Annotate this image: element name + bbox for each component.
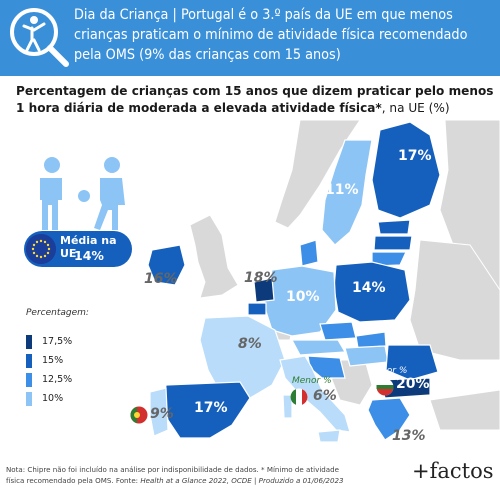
value-germany: 10% (286, 289, 320, 305)
value-bulgaria: 20% (396, 376, 430, 392)
estonia-shape (377, 219, 411, 235)
legend-item: 10% (26, 391, 106, 409)
value-greece: 13% (392, 428, 426, 444)
czech-shape (319, 321, 357, 341)
ireland-shape (147, 244, 186, 286)
subtitle-unit: , na UE (%) (381, 101, 450, 115)
legend-item: 15% (26, 353, 106, 371)
norway-land (274, 120, 361, 229)
footnote-prefix: física recomendado pela OMS. Fonte: (6, 475, 141, 485)
children-playing-icon (40, 157, 125, 230)
header-separator: | (168, 7, 181, 23)
eu-average-value: 14% (74, 248, 104, 263)
turkey-land (429, 389, 500, 431)
header-tag: Dia da Criança (74, 7, 169, 23)
footnote-sep: | (251, 475, 259, 485)
brand-logo: +factos (412, 459, 494, 483)
austria-shape (291, 339, 347, 356)
europe-map (40, 120, 500, 443)
italy-flag-icon (290, 388, 308, 406)
value-italy: 6% (313, 388, 337, 404)
finland-shape (371, 121, 441, 219)
legend-title: Percentagem: (26, 308, 89, 318)
legend-swatch (26, 354, 32, 368)
sweden-shape (321, 139, 373, 246)
footnote-produced: Produzido a 01/06/2023 (258, 475, 344, 485)
romania-shape (385, 344, 439, 381)
eu-flag-icon (26, 234, 56, 264)
value-sweden: 11% (325, 182, 359, 198)
magnifier-child-icon (10, 8, 69, 67)
bulgaria-flag-icon (376, 378, 394, 396)
eu-average-box: Média na UE: 14% (24, 231, 132, 267)
portugal-flag-icon (130, 406, 148, 424)
brand-plus: + (412, 459, 430, 483)
major-callout-label: Maior % (371, 366, 408, 376)
legend-label: 10% (42, 393, 64, 404)
sicily-shape (317, 429, 341, 443)
subtitle-main: Percentagem de crianças com 15 anos que … (16, 84, 494, 115)
portugal-shape (149, 387, 169, 437)
eu-average-label: Média na UE: (60, 234, 117, 260)
legend-label: 12,5% (42, 374, 73, 385)
legend-swatch (26, 373, 32, 387)
footnote-line2: física recomendado pela OMS. Fonte: Heal… (6, 476, 411, 487)
france-shape (199, 315, 286, 399)
uk-land (189, 214, 239, 299)
legend-item: 17,5% (26, 334, 106, 352)
slovakia-shape (355, 331, 387, 349)
germany-shape (263, 265, 337, 337)
denmark-shape (299, 239, 319, 267)
footnote-line1: Nota: Chipre não foi incluído na análise… (6, 465, 340, 474)
footnote: Nota: Chipre não foi incluído na análise… (6, 465, 411, 486)
value-france: 8% (238, 336, 262, 352)
value-ireland: 16% (144, 271, 178, 287)
brand-name: factos (429, 459, 494, 483)
header-banner: Dia da Criança | Portugal é o 3.º país d… (0, 0, 500, 76)
italy-shape (279, 355, 351, 433)
value-poland: 14% (352, 280, 386, 296)
legend-label: 15% (42, 355, 64, 366)
subtitle: Percentagem de crianças com 15 anos que … (16, 83, 494, 117)
value-finland: 17% (398, 148, 432, 164)
value-netherlands: 18% (244, 270, 278, 286)
belgium-shape (247, 302, 267, 316)
value-portugal: 9% (150, 406, 174, 422)
legend-swatch (26, 392, 32, 406)
greece-shape (367, 397, 411, 441)
minor-callout-label: Menor % (292, 376, 332, 386)
lithuania-shape (371, 251, 407, 267)
legend-label: 17,5% (42, 336, 73, 347)
latvia-shape (373, 235, 413, 251)
hungary-shape (344, 345, 389, 367)
legend-item: 12,5% (26, 372, 106, 390)
header-headline: Portugal é o 3.º país da UE em que menos… (74, 7, 468, 63)
value-spain: 17% (194, 400, 228, 416)
belarus-ukraine-land (409, 239, 500, 361)
footnote-source: Health at a Glance 2022, OCDE (140, 475, 252, 485)
legend-swatch (26, 335, 32, 349)
sardinia-shape (282, 394, 293, 419)
netherlands-shape (253, 277, 275, 303)
header-title: Dia da Criança | Portugal é o 3.º país d… (74, 5, 494, 65)
